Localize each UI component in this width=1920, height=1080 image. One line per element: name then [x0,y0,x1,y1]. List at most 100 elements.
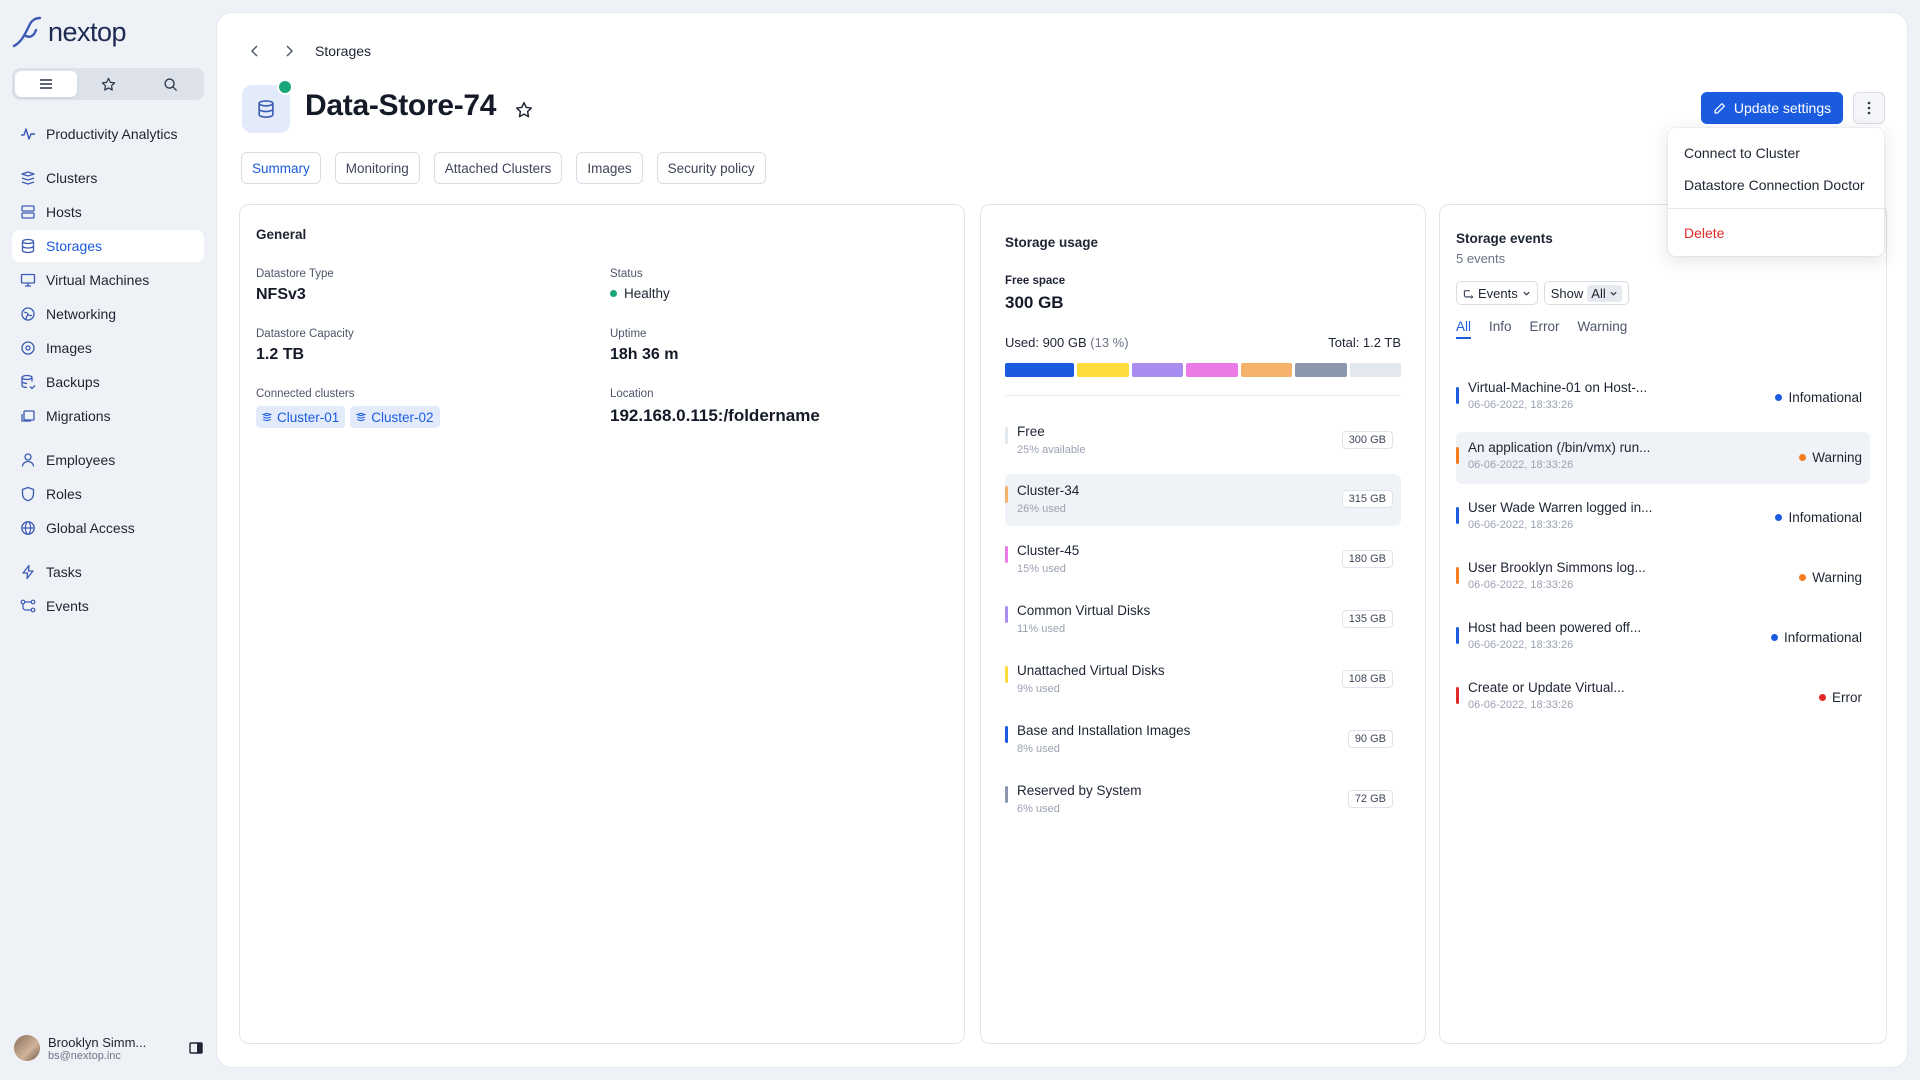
sidebar-item-backups[interactable]: Backups [12,366,204,398]
connected-clusters-field: Connected clusters Cluster-01 Cluster-02 [256,388,440,428]
row-color-bar [1005,666,1008,683]
page-title: Data-Store-74 [305,89,497,122]
sidebar-item-label: Images [46,340,92,356]
usage-row-base-installation-images[interactable]: Base and Installation Images 8% used 90 … [1005,714,1401,766]
app-logo[interactable]: nextop [12,16,127,48]
layers-icon [262,412,272,422]
menu-item-connect-to-cluster[interactable]: Connect to Cluster [1684,145,1800,161]
globe-icon [20,520,36,536]
usage-row-unattached-virtual-disks[interactable]: Unattached Virtual Disks 9% used 108 GB [1005,654,1401,706]
row-color-bar [1005,546,1008,563]
event-date: 06-06-2022, 18:33:26 [1468,459,1574,471]
events-tab-warning[interactable]: Warning [1577,319,1628,334]
favorite-star-icon[interactable] [515,101,533,119]
events-show-filter[interactable]: Show All [1543,281,1629,305]
sidebar-item-storages[interactable]: Storages [12,230,204,262]
sidebar-item-label: Clusters [46,170,98,186]
capacity-value: 1.2 TB [256,346,305,363]
cluster-chip[interactable]: Cluster-01 [256,406,346,428]
sidebar-item-label: Virtual Machines [46,272,150,288]
menu-item-connection-doctor[interactable]: Datastore Connection Doctor [1684,177,1865,193]
update-settings-label: Update settings [1733,100,1832,116]
tab-summary[interactable]: Summary [241,152,321,184]
user-profile[interactable]: Brooklyn Simm... bs@nextop.inc [14,1030,204,1066]
event-row[interactable]: An application (/bin/vmx) run... 06-06-2… [1456,432,1870,484]
level-dot-icon [1799,454,1807,461]
forward-arrow-icon[interactable] [281,43,297,59]
event-title: User Wade Warren logged in... [1468,500,1653,515]
tab-security-policy[interactable]: Security policy [656,152,766,184]
event-level-text: Infomational [1788,390,1862,405]
pencil-icon [1714,102,1725,114]
database-icon [20,238,36,254]
status-value: Healthy [610,286,670,301]
tab-images[interactable]: Images [576,152,643,184]
events-tab-error[interactable]: Error [1529,319,1560,334]
event-row[interactable]: Host had been powered off... 06-06-2022,… [1456,612,1870,664]
search-view-button[interactable] [139,71,201,97]
page-tabs: Summary Monitoring Attached Clusters Ima… [241,152,766,184]
sidebar-item-employees[interactable]: Employees [12,444,204,476]
show-filter-value-text: All [1591,285,1606,301]
events-type-filter[interactable]: Events [1456,281,1538,305]
sidebar-item-virtual-machines[interactable]: Virtual Machines [12,264,204,296]
general-card: General Datastore Type NFSv3 Status Heal… [239,204,965,1044]
sidebar-item-clusters[interactable]: Clusters [12,162,204,194]
event-level: Error [1819,690,1862,705]
row-color-bar [1005,486,1008,503]
level-dot-icon [1770,634,1778,641]
tab-attached-clusters[interactable]: Attached Clusters [433,152,563,184]
row-size-badge: 90 GB [1347,730,1393,748]
event-row[interactable]: User Wade Warren logged in... 06-06-2022… [1456,492,1870,544]
usage-row-reserved-by-system[interactable]: Reserved by System 6% used 72 GB [1005,774,1401,826]
usage-row-free[interactable]: Free 25% available 300 GB [1005,415,1401,467]
sidebar-item-global-access[interactable]: Global Access [12,512,204,544]
status-text: Healthy [624,286,670,301]
update-settings-button[interactable]: Update settings [1701,92,1843,124]
events-tab-all[interactable]: All [1456,319,1472,339]
event-row[interactable]: User Brooklyn Simmons log... 06-06-2022,… [1456,552,1870,604]
usage-row-cluster-34[interactable]: Cluster-34 26% used 315 GB [1005,474,1401,526]
sidebar-item-productivity-analytics[interactable]: Productivity Analytics [12,118,204,150]
event-level-text: Warning [1812,450,1862,465]
events-tab-info[interactable]: Info [1489,319,1512,334]
event-title: User Brooklyn Simmons log... [1468,560,1646,575]
sidebar-toggle-icon[interactable] [188,1040,204,1056]
event-row[interactable]: Virtual-Machine-01 on Host-... 06-06-202… [1456,372,1870,424]
tab-monitoring[interactable]: Monitoring [334,152,420,184]
flow-icon [1463,289,1474,299]
sidebar-item-events[interactable]: Events [12,590,204,622]
status-field: Status Healthy [610,268,670,301]
event-level: Infomational [1775,390,1862,405]
sidebar-item-tasks[interactable]: Tasks [12,556,204,588]
logo-text: nextop [48,16,127,47]
events-tabs: All Info Error Warning [1456,319,1627,339]
favorites-view-button[interactable] [77,71,139,97]
cluster-chip[interactable]: Cluster-02 [350,406,440,428]
usage-row-cluster-45[interactable]: Cluster-45 15% used 180 GB [1005,534,1401,586]
sidebar-item-label: Hosts [46,204,82,220]
event-row[interactable]: Create or Update Virtual... 06-06-2022, … [1456,672,1870,724]
sidebar-item-networking[interactable]: Networking [12,298,204,330]
usage-segment-base-images [1005,363,1075,377]
sidebar-item-migrations[interactable]: Migrations [12,400,204,432]
sidebar-item-roles[interactable]: Roles [12,478,204,510]
chevron-down-icon [1610,291,1617,296]
breadcrumb-current[interactable]: Storages [315,43,372,59]
more-actions-button[interactable] [1853,92,1885,124]
sidebar-item-hosts[interactable]: Hosts [12,196,204,228]
row-size-badge: 315 GB [1341,490,1393,508]
usage-segment-cluster-45 [1186,363,1238,377]
usage-row-common-virtual-disks[interactable]: Common Virtual Disks 11% used 135 GB [1005,594,1401,646]
free-space-value: 300 GB [1005,293,1064,312]
sidebar-item-images[interactable]: Images [12,332,204,364]
event-level-text: Infomational [1788,510,1862,525]
menu-item-delete[interactable]: Delete [1684,225,1725,241]
back-arrow-icon[interactable] [247,43,263,59]
uptime-value: 18h 36 m [610,346,679,363]
row-color-bar [1005,786,1008,803]
used-value: Used: 900 GB [1005,335,1087,350]
menu-view-button[interactable] [15,71,77,97]
field-label: Status [610,268,643,280]
usage-segment-unattached-disks [1077,363,1129,377]
